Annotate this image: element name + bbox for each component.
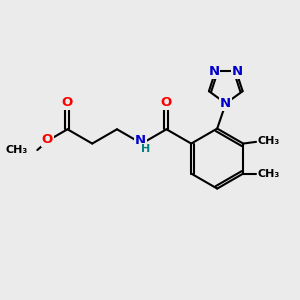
Text: N: N: [232, 65, 243, 78]
Text: CH₃: CH₃: [5, 145, 27, 155]
Text: N: N: [208, 65, 220, 78]
Text: O: O: [161, 96, 172, 109]
Text: CH₃: CH₃: [258, 169, 280, 178]
Text: O: O: [42, 134, 53, 146]
Text: CH₃: CH₃: [258, 136, 280, 146]
Text: H: H: [141, 144, 151, 154]
Text: N: N: [220, 97, 231, 110]
Text: O: O: [62, 96, 73, 109]
Text: N: N: [135, 134, 146, 147]
